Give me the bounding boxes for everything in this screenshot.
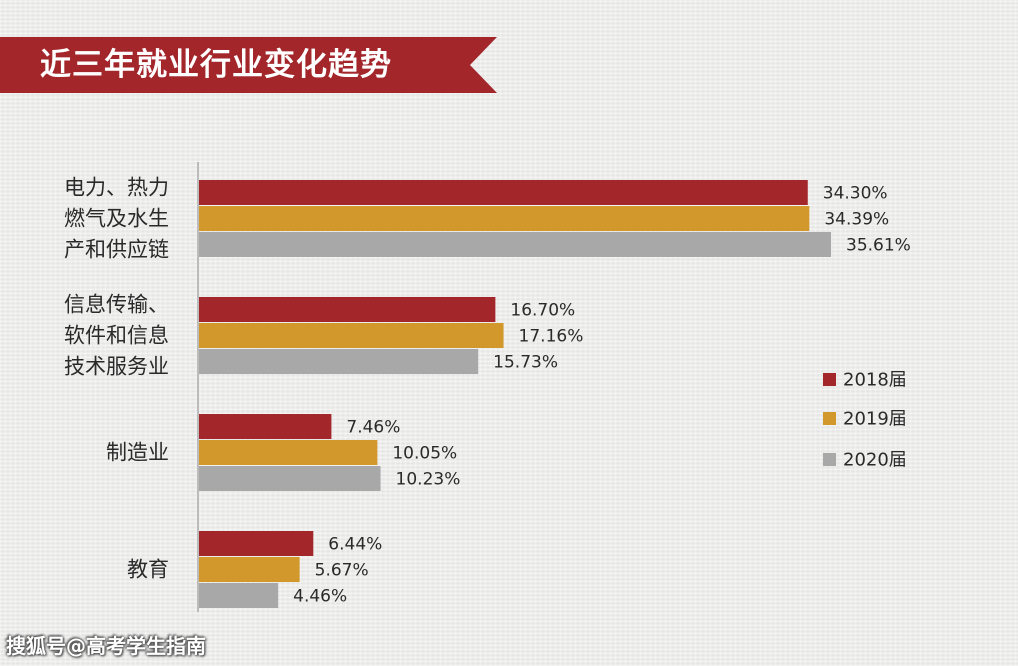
- legend-label: 2018届: [843, 370, 907, 391]
- category-label: 软件和信息: [64, 324, 169, 348]
- bar: [199, 414, 332, 439]
- bar-value-label: 5.67%: [315, 561, 369, 581]
- bar: [199, 440, 378, 465]
- watermark-text: 搜狐号@高考学生指南: [6, 634, 206, 658]
- category-label: 燃气及水生: [64, 207, 169, 231]
- legend-swatch: [823, 373, 836, 386]
- bar: [199, 557, 300, 582]
- bar: [199, 297, 496, 322]
- bar: [199, 531, 314, 556]
- legend-swatch: [823, 412, 836, 425]
- legend-label: 2020届: [843, 450, 907, 471]
- bar: [199, 583, 279, 608]
- chart-title: 近三年就业行业变化趋势: [40, 47, 392, 83]
- bar: [199, 206, 810, 231]
- category-label: 教育: [127, 558, 169, 582]
- bar-value-label: 10.05%: [392, 444, 457, 464]
- bar-value-label: 34.39%: [824, 210, 889, 230]
- bar-value-label: 4.46%: [293, 587, 347, 607]
- bar: [199, 466, 381, 491]
- bar: [199, 349, 479, 374]
- bar-value-label: 6.44%: [328, 535, 382, 555]
- category-label: 制造业: [106, 441, 169, 465]
- bar: [199, 180, 808, 205]
- title-banner-shape: [0, 37, 497, 93]
- bar-value-label: 7.46%: [346, 418, 400, 438]
- bar-value-label: 34.30%: [823, 184, 888, 204]
- bar-value-label: 35.61%: [846, 236, 911, 256]
- category-label: 产和供应链: [64, 238, 169, 262]
- title-banner: 近三年就业行业变化趋势: [0, 37, 497, 93]
- category-label: 电力、热力: [64, 176, 169, 200]
- bar-value-label: 10.23%: [396, 470, 461, 490]
- category-label: 信息传输、: [64, 293, 169, 317]
- bar-value-label: 16.70%: [510, 301, 575, 321]
- bar: [199, 323, 504, 348]
- bar-value-label: 17.16%: [519, 327, 584, 347]
- bar: [199, 232, 831, 257]
- legend-label: 2019届: [843, 409, 907, 430]
- legend-swatch: [823, 453, 836, 466]
- category-label: 技术服务业: [64, 355, 169, 379]
- bar-value-label: 15.73%: [493, 353, 558, 373]
